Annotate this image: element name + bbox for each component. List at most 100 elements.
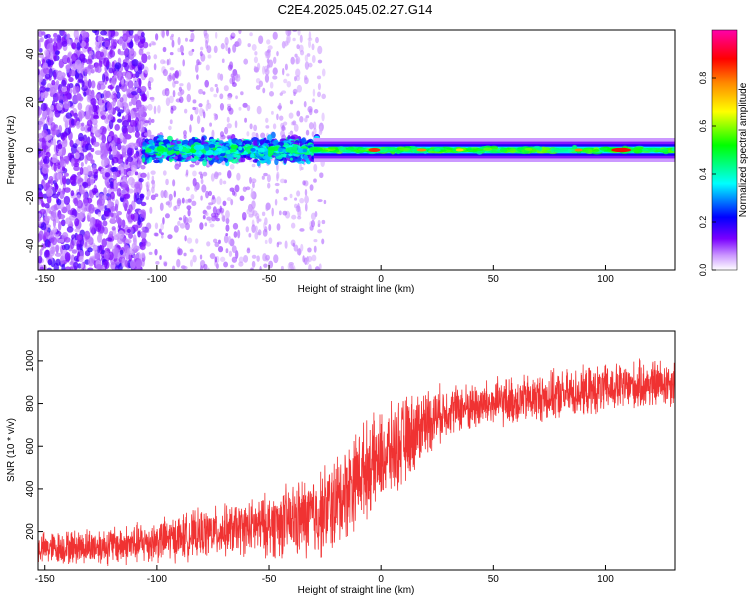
heatmap-cell — [68, 126, 72, 134]
heatmap-cell — [53, 32, 58, 38]
heatmap-cell — [183, 130, 187, 136]
heatmap-cell — [40, 36, 44, 43]
heatmap-cell — [317, 91, 321, 98]
heatmap-cell — [223, 85, 229, 92]
heatmap-cell — [221, 58, 225, 64]
heatmap-cell — [53, 53, 57, 62]
heatmap-cell — [121, 83, 128, 93]
heatmap-cell — [88, 170, 95, 177]
heatmap-cell — [126, 228, 131, 234]
colorbar-tick-label: 0.2 — [698, 216, 708, 229]
heatmap-cell — [297, 216, 302, 220]
heatmap-cell — [282, 67, 285, 76]
heatmap-cell — [276, 113, 279, 121]
heatmap-cell — [308, 62, 313, 68]
heatmap-cell — [237, 38, 242, 47]
heatmap-cell — [174, 80, 179, 84]
heatmap-cell — [81, 80, 85, 87]
heatmap-cell — [283, 196, 288, 201]
heatmap-cell — [90, 132, 94, 137]
heatmap-cell — [248, 213, 254, 218]
heatmap-cell — [276, 242, 280, 248]
heatmap-cell — [78, 255, 84, 263]
heatmap-cell — [263, 263, 268, 268]
heatmap-cell — [98, 97, 103, 106]
heatmap-cell — [294, 75, 297, 82]
heatmap-cell — [317, 199, 323, 203]
heatmap-cell — [209, 253, 216, 259]
heatmap-cell — [273, 254, 279, 264]
heatmap-cell — [39, 249, 43, 256]
heatmap-cell — [42, 109, 47, 119]
heatmap-cell — [264, 68, 270, 76]
heatmap-cell — [123, 49, 129, 57]
heatmap-cell — [289, 193, 293, 199]
heatmap-cell — [143, 66, 149, 74]
heatmap-cell — [281, 124, 286, 131]
heatmap-cell — [185, 169, 189, 176]
heatmap-cell — [314, 266, 320, 270]
heatmap-cell — [69, 139, 74, 148]
heatmap-cell — [189, 248, 194, 253]
heatmap-cell — [196, 74, 199, 80]
heatmap-cell — [299, 49, 305, 56]
heatmap-cell — [200, 126, 205, 133]
heatmap-cell — [172, 73, 176, 81]
heatmap-cell — [76, 199, 83, 209]
heatmap-cell — [92, 141, 100, 147]
heatmap-cell — [65, 203, 71, 212]
heatmap-cell — [128, 30, 134, 36]
heatmap-cell — [63, 195, 71, 205]
heatmap-cell — [73, 112, 78, 119]
heatmap-cell — [63, 172, 70, 177]
heatmap-cell — [295, 68, 301, 78]
heatmap-cell — [38, 72, 44, 83]
heatmap-cell — [117, 71, 124, 81]
heatmap-cell — [70, 157, 75, 167]
heatmap-cell — [84, 68, 88, 76]
heatmap-cell — [59, 190, 65, 200]
heatmap-cell — [110, 38, 115, 48]
heatmap-cell — [304, 54, 309, 62]
heatmap-cell — [128, 41, 134, 49]
heatmap-cell — [77, 110, 85, 119]
heatmap-cell — [223, 126, 229, 135]
heatmap-cell — [265, 117, 269, 123]
heatmap-cell — [306, 53, 311, 57]
heatmap-cell — [231, 256, 238, 263]
heatmap-cell — [114, 124, 120, 131]
heatmap-cell — [148, 139, 154, 144]
heatmap-cell — [160, 190, 165, 199]
heatmap-cell — [186, 205, 192, 210]
heatmap-cell — [48, 110, 54, 120]
heatmap-cell — [238, 146, 243, 151]
heatmap-cell — [284, 63, 288, 71]
heatmap-cell — [61, 40, 68, 47]
heatmap-cell — [249, 123, 253, 130]
heatmap-cell — [168, 193, 173, 201]
heatmap-cell — [57, 143, 63, 150]
heatmap-cell — [207, 54, 212, 59]
heatmap-cell — [225, 210, 230, 219]
heatmap-cell — [132, 234, 137, 243]
heatmap-cell — [247, 43, 251, 48]
heatmap-cell — [214, 83, 218, 88]
spectrogram-x-tick-label: -50 — [262, 274, 277, 285]
heatmap-cell — [154, 222, 159, 230]
heatmap-cell — [272, 31, 278, 40]
heatmap-cell — [84, 230, 91, 240]
heatmap-cell — [153, 54, 158, 60]
heatmap-cell — [151, 175, 155, 182]
heatmap-cell — [280, 265, 284, 270]
heatmap-cell — [142, 95, 147, 102]
heatmap-cell — [304, 61, 310, 70]
heatmap-cell — [216, 196, 222, 205]
heatmap-cell — [184, 108, 188, 114]
heatmap-cell — [146, 129, 152, 138]
heatmap-cell — [109, 181, 114, 189]
heatmap-cell — [106, 102, 113, 111]
heatmap-cell — [204, 79, 210, 88]
heatmap-cell — [253, 139, 258, 146]
heatmap-cell — [68, 77, 74, 83]
snr-y-tick-label: 600 — [25, 437, 36, 454]
